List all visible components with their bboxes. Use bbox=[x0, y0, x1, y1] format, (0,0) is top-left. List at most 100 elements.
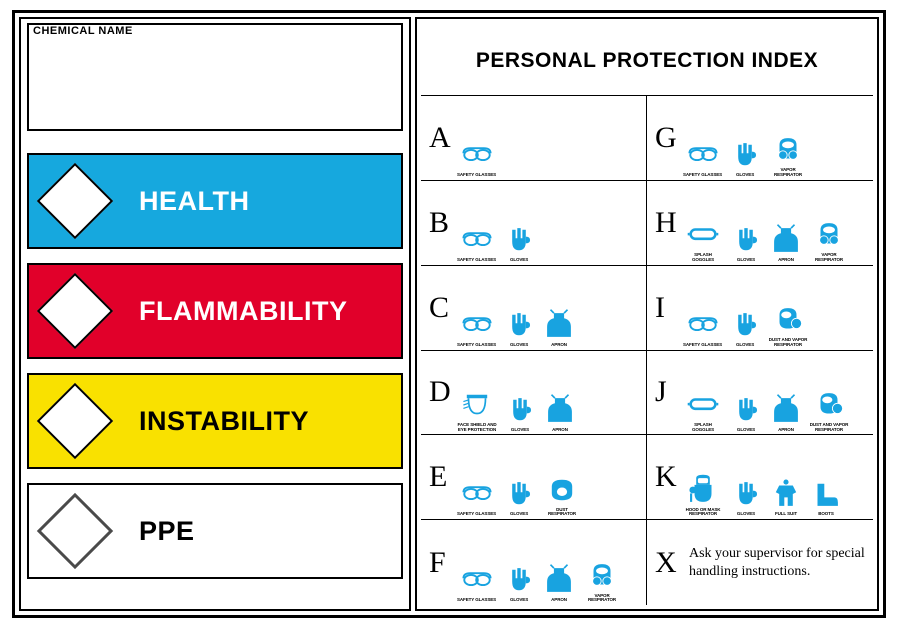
dust_vapor_resp-icon bbox=[812, 388, 846, 422]
ppi-cell-E: ESAFETY GLASSESGLOVES DUST RESPIRATOR bbox=[421, 435, 647, 520]
ppe-caption: SAFETY GLASSES bbox=[457, 173, 496, 178]
apron-icon bbox=[542, 563, 576, 597]
apron-icon bbox=[769, 393, 803, 427]
hazard-panel: CHEMICAL NAME HEALTH FLAMMABILITY INSTABIL… bbox=[19, 17, 411, 611]
vapor_resp-icon bbox=[585, 559, 619, 593]
ppe-apron: APRON bbox=[542, 308, 576, 348]
ppe-gloves: GLOVES bbox=[728, 308, 762, 348]
hazard-bar-flammability: FLAMMABILITY bbox=[27, 263, 403, 359]
ppe-caption: GLOVES bbox=[737, 512, 755, 517]
ppe-caption: GLOVES bbox=[511, 428, 529, 433]
hazard-bar-ppe: PPE bbox=[27, 483, 403, 579]
ppe-glasses: SAFETY GLASSES bbox=[683, 138, 722, 178]
ppi-cell-F: FSAFETY GLASSESGLOVESAPRONVAPOR RESPIRAT… bbox=[421, 520, 647, 605]
gloves-icon bbox=[729, 477, 763, 511]
ppe-gloves: GLOVES bbox=[502, 563, 536, 603]
gloves-icon bbox=[503, 393, 537, 427]
ppe-caption: GLOVES bbox=[510, 343, 528, 348]
ppe-caption: GLOVES bbox=[736, 343, 754, 348]
ppe-caption: SAFETY GLASSES bbox=[457, 598, 496, 603]
ppi-letter: X bbox=[655, 548, 683, 578]
ppi-letter: G bbox=[655, 123, 683, 153]
rating-diamond[interactable] bbox=[37, 493, 113, 569]
ppe-gloves: GLOVES bbox=[502, 477, 536, 517]
apron-icon bbox=[769, 223, 803, 257]
faceshield-icon bbox=[460, 388, 494, 422]
ppi-letter: C bbox=[429, 293, 457, 323]
ppe-caption: APRON bbox=[778, 258, 794, 263]
ppe-gloves: GLOVES bbox=[502, 223, 536, 263]
ppe-vapor_resp: VAPOR RESPIRATOR bbox=[809, 218, 849, 262]
boots-icon bbox=[809, 477, 843, 511]
ppe-glasses: SAFETY GLASSES bbox=[457, 308, 496, 348]
glasses-icon bbox=[686, 138, 720, 172]
ppe-glasses: SAFETY GLASSES bbox=[457, 563, 496, 603]
rating-diamond[interactable] bbox=[37, 163, 113, 239]
ppi-icon-row: SPLASH GOGGLES GLOVES APRON VAPOR RESPIRATO… bbox=[683, 183, 867, 263]
gloves-icon bbox=[729, 223, 763, 257]
splash_goggles-icon bbox=[686, 388, 720, 422]
ppe-caption: APRON bbox=[778, 428, 794, 433]
ppi-icon-row: SPLASH GOGGLESGLOVESAPRONDUST AND VAPOR … bbox=[683, 353, 867, 433]
ppi-letter: E bbox=[429, 462, 457, 492]
ppe-caption: GLOVES bbox=[510, 598, 528, 603]
dust_resp-icon bbox=[545, 473, 579, 507]
rating-diamond[interactable] bbox=[37, 273, 113, 349]
ppe-gloves: GLOVES bbox=[729, 393, 763, 433]
glasses-icon bbox=[460, 477, 494, 511]
hazard-label: HEALTH bbox=[139, 186, 250, 217]
ppi-grid: ASAFETY GLASSESGSAFETY GLASSESGLOVESVAPO… bbox=[421, 95, 873, 605]
ppi-cell-J: JSPLASH GOGGLESGLOVESAPRONDUST AND VAPOR… bbox=[647, 351, 873, 436]
ppe-gloves: GLOVES bbox=[729, 223, 763, 263]
gloves-icon bbox=[502, 308, 536, 342]
rating-diamond[interactable] bbox=[37, 383, 113, 459]
vapor_resp-icon bbox=[771, 133, 805, 167]
ppe-gloves: GLOVES bbox=[502, 308, 536, 348]
ppe-vapor_resp: VAPOR RESPIRATOR bbox=[768, 133, 808, 177]
hazard-bar-instability: INSTABILITY bbox=[27, 373, 403, 469]
full_suit-icon bbox=[769, 477, 803, 511]
ppe-caption: SAFETY GLASSES bbox=[457, 258, 496, 263]
ppe-caption: APRON bbox=[552, 428, 568, 433]
ppi-letter: K bbox=[655, 462, 683, 492]
ppe-faceshield: FACE SHIELD AND EYE PROTECTION bbox=[457, 388, 497, 432]
ppe-caption: GLOVES bbox=[510, 258, 528, 263]
ppe-caption: GLOVES bbox=[737, 428, 755, 433]
apron-icon bbox=[542, 308, 576, 342]
glasses-icon bbox=[460, 223, 494, 257]
gloves-icon bbox=[502, 477, 536, 511]
ppe-caption: GLOVES bbox=[737, 258, 755, 263]
ppe-caption: SPLASH GOGGLES bbox=[683, 253, 723, 262]
ppe-glasses: SAFETY GLASSES bbox=[457, 477, 496, 517]
ppe-splash_goggles: SPLASH GOGGLES bbox=[683, 218, 723, 262]
gloves-icon bbox=[728, 308, 762, 342]
ppe-dust_vapor_resp: DUST AND VAPOR RESPIRATOR bbox=[768, 303, 808, 347]
ppi-icon-row: SAFETY GLASSESGLOVES DUST RESPIRATOR bbox=[457, 437, 640, 517]
glasses-icon bbox=[460, 308, 494, 342]
ppe-caption: VAPOR RESPIRATOR bbox=[768, 168, 808, 177]
ppe-caption: DUST RESPIRATOR bbox=[542, 508, 582, 517]
glasses-icon bbox=[460, 138, 494, 172]
ppe-glasses: SAFETY GLASSES bbox=[457, 138, 496, 178]
ppe-full_suit: FULL SUIT bbox=[769, 477, 803, 517]
chemical-name-field[interactable]: CHEMICAL NAME bbox=[27, 23, 403, 131]
ppi-cell-B: B SAFETY GLASSES GLOVES bbox=[421, 181, 647, 266]
gloves-icon bbox=[502, 563, 536, 597]
ppi-letter: D bbox=[429, 377, 457, 407]
ppi-letter: A bbox=[429, 123, 457, 153]
hazard-bars: HEALTH FLAMMABILITY INSTABILITY PPE bbox=[27, 153, 403, 599]
ppi-cell-H: HSPLASH GOGGLESGLOVESAPRONVAPOR RESPIRAT… bbox=[647, 181, 873, 266]
ppe-boots: BOOTS bbox=[809, 477, 843, 517]
ppi-cell-K: KHOOD OR MASK RESPIRATORGLOVESFULL SUITB… bbox=[647, 435, 873, 520]
ppi-cell-I: ISAFETY GLASSESGLOVESDUST AND VAPOR RESP… bbox=[647, 266, 873, 351]
ppe-caption: BOOTS bbox=[818, 512, 834, 517]
ppe-caption: GLOVES bbox=[736, 173, 754, 178]
ppi-icon-row: SAFETY GLASSES bbox=[457, 98, 640, 178]
ppi-letter: J bbox=[655, 377, 683, 407]
ppi-icon-row: FACE SHIELD AND EYE PROTECTION GLOVES APRO… bbox=[457, 353, 640, 433]
ppi-cell-D: DFACE SHIELD AND EYE PROTECTION GLOVES APR… bbox=[421, 351, 647, 436]
ppe-caption: APRON bbox=[551, 343, 567, 348]
hazard-label: INSTABILITY bbox=[139, 406, 309, 437]
hazard-label: FLAMMABILITY bbox=[139, 296, 347, 327]
ppi-letter: B bbox=[429, 208, 457, 238]
